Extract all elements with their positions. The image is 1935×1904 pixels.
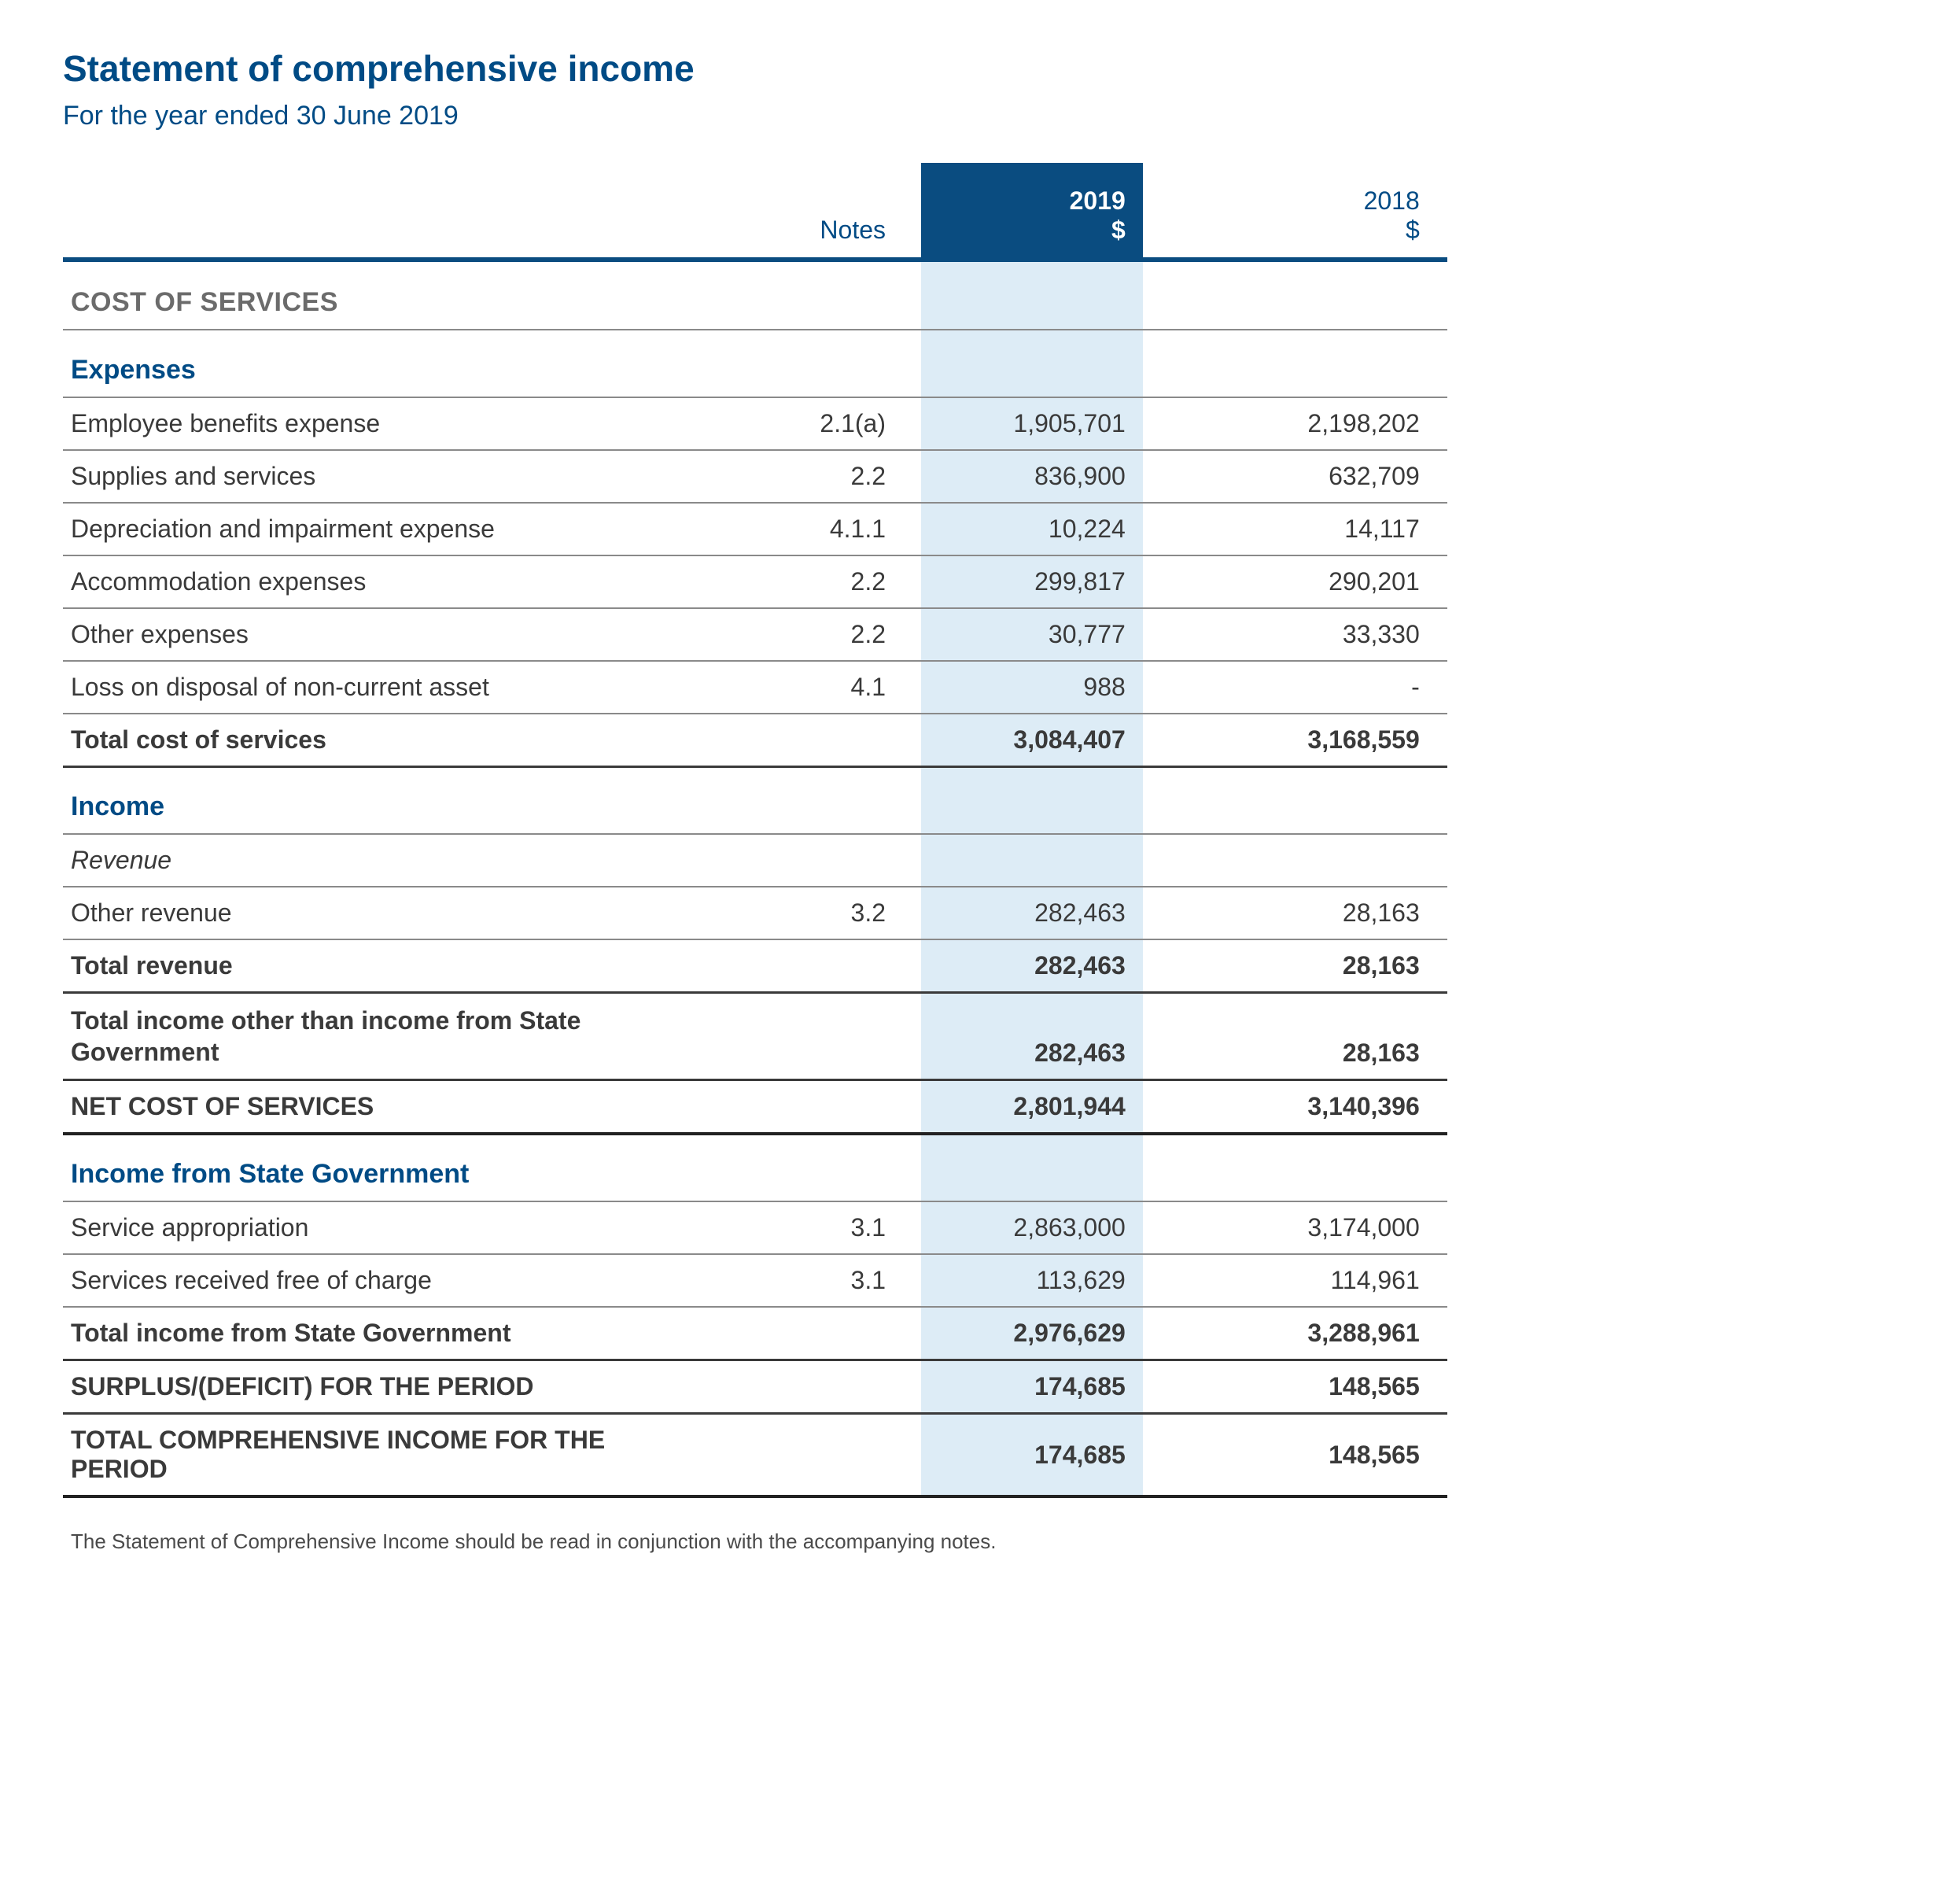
row-note: 4.1 — [700, 661, 894, 713]
row-prior: 290,201 — [1198, 555, 1420, 607]
footnote-text: The Statement of Comprehensive Income sh… — [63, 1529, 1447, 1554]
row-prior: 28,163 — [1198, 993, 1420, 1079]
section-income: Income — [63, 780, 1447, 833]
row-label: Supplies and services — [63, 450, 700, 502]
table-row: Other expenses 2.2 30,777 33,330 — [63, 608, 1447, 660]
current-year-column-header: 2019 $ — [921, 163, 1143, 260]
row-prior: 114,961 — [1198, 1254, 1420, 1306]
row-current: 113,629 — [921, 1254, 1143, 1306]
table-row: Employee benefits expense 2.1(a) 1,905,7… — [63, 397, 1447, 449]
section-label: Revenue — [63, 834, 700, 886]
row-current: 2,976,629 — [921, 1307, 1143, 1359]
statement-container: Statement of comprehensive income For th… — [63, 47, 1447, 1554]
row-note: 2.2 — [700, 450, 894, 502]
row-prior: 14,117 — [1198, 503, 1420, 555]
row-prior: 3,288,961 — [1198, 1307, 1420, 1359]
row-label: Total revenue — [63, 939, 700, 991]
subsection-revenue: Revenue — [63, 834, 1447, 886]
row-prior: 3,168,559 — [1198, 714, 1420, 766]
row-prior: 632,709 — [1198, 450, 1420, 502]
row-label: Depreciation and impairment expense — [63, 503, 700, 555]
row-current: 836,900 — [921, 450, 1143, 502]
row-label: Loss on disposal of non-current asset — [63, 661, 700, 713]
row-current: 282,463 — [921, 993, 1143, 1079]
row-label: Other revenue — [63, 887, 700, 939]
row-note: 2.2 — [700, 555, 894, 607]
row-label: TOTAL COMPREHENSIVE INCOME FOR THE PERIO… — [63, 1414, 700, 1496]
row-label: NET COST OF SERVICES — [63, 1080, 700, 1133]
section-state-income: Income from State Government — [63, 1148, 1447, 1201]
row-current: 2,801,944 — [921, 1080, 1143, 1133]
financial-table: Notes 2019 $ 2018 $ COST OF SERVICES Exp… — [63, 163, 1447, 1498]
row-prior: 148,565 — [1198, 1414, 1420, 1496]
row-current: 299,817 — [921, 555, 1143, 607]
row-current: 988 — [921, 661, 1143, 713]
section-label: Expenses — [63, 344, 700, 397]
row-current: 282,463 — [921, 887, 1143, 939]
total-row: Total income other than income from Stat… — [63, 993, 1447, 1079]
total-row: SURPLUS/(DEFICIT) FOR THE PERIOD 174,685… — [63, 1360, 1447, 1413]
total-row: NET COST OF SERVICES 2,801,944 3,140,396 — [63, 1080, 1447, 1133]
row-prior: 148,565 — [1198, 1360, 1420, 1413]
table-row: Other revenue 3.2 282,463 28,163 — [63, 887, 1447, 939]
row-current: 3,084,407 — [921, 714, 1143, 766]
total-row: TOTAL COMPREHENSIVE INCOME FOR THE PERIO… — [63, 1414, 1447, 1496]
row-prior: 33,330 — [1198, 608, 1420, 660]
section-cost-of-services: COST OF SERVICES — [63, 276, 1447, 329]
row-label: Total cost of services — [63, 714, 700, 766]
table-row: Depreciation and impairment expense 4.1.… — [63, 503, 1447, 555]
row-label: SURPLUS/(DEFICIT) FOR THE PERIOD — [63, 1360, 700, 1413]
row-label: Services received free of charge — [63, 1254, 700, 1306]
row-current: 282,463 — [921, 939, 1143, 991]
row-label: Total income from State Government — [63, 1307, 700, 1359]
table-row: Supplies and services 2.2 836,900 632,70… — [63, 450, 1447, 502]
row-note: 2.1(a) — [700, 397, 894, 449]
prior-year-column-header: 2018 $ — [1198, 163, 1420, 260]
row-prior: - — [1198, 661, 1420, 713]
row-prior: 2,198,202 — [1198, 397, 1420, 449]
notes-column-header: Notes — [700, 163, 894, 260]
table-row: Service appropriation 3.1 2,863,000 3,17… — [63, 1201, 1447, 1253]
row-label: Other expenses — [63, 608, 700, 660]
current-year-label: 2019 — [938, 186, 1126, 216]
row-note: 4.1.1 — [700, 503, 894, 555]
prior-year-label: 2018 — [1198, 186, 1420, 216]
row-prior: 3,174,000 — [1198, 1201, 1420, 1253]
row-current: 30,777 — [921, 608, 1143, 660]
row-current: 174,685 — [921, 1414, 1143, 1496]
total-row: Total cost of services 3,084,407 3,168,5… — [63, 714, 1447, 766]
row-label: Service appropriation — [63, 1201, 700, 1253]
row-label: Accommodation expenses — [63, 555, 700, 607]
row-note: 3.1 — [700, 1201, 894, 1253]
total-row: Total revenue 282,463 28,163 — [63, 939, 1447, 991]
section-label: Income — [63, 780, 700, 833]
row-prior: 3,140,396 — [1198, 1080, 1420, 1133]
prior-currency-label: $ — [1198, 216, 1420, 245]
row-current: 10,224 — [921, 503, 1143, 555]
row-prior: 28,163 — [1198, 887, 1420, 939]
row-prior: 28,163 — [1198, 939, 1420, 991]
row-label: Total income other than income from Stat… — [63, 993, 700, 1079]
total-row: Total income from State Government 2,976… — [63, 1307, 1447, 1359]
table-header-row: Notes 2019 $ 2018 $ — [63, 163, 1447, 260]
table-row: Services received free of charge 3.1 113… — [63, 1254, 1447, 1306]
page-subtitle: For the year ended 30 June 2019 — [63, 101, 1447, 131]
section-label: Income from State Government — [63, 1148, 700, 1201]
table-row: Accommodation expenses 2.2 299,817 290,2… — [63, 555, 1447, 607]
row-note: 3.2 — [700, 887, 894, 939]
table-row: Loss on disposal of non-current asset 4.… — [63, 661, 1447, 713]
section-label: COST OF SERVICES — [63, 276, 700, 329]
page-title: Statement of comprehensive income — [63, 47, 1447, 90]
section-expenses: Expenses — [63, 344, 1447, 397]
row-note: 2.2 — [700, 608, 894, 660]
row-label: Employee benefits expense — [63, 397, 700, 449]
row-current: 1,905,701 — [921, 397, 1143, 449]
current-currency-label: $ — [938, 216, 1126, 245]
row-current: 2,863,000 — [921, 1201, 1143, 1253]
row-note: 3.1 — [700, 1254, 894, 1306]
row-current: 174,685 — [921, 1360, 1143, 1413]
